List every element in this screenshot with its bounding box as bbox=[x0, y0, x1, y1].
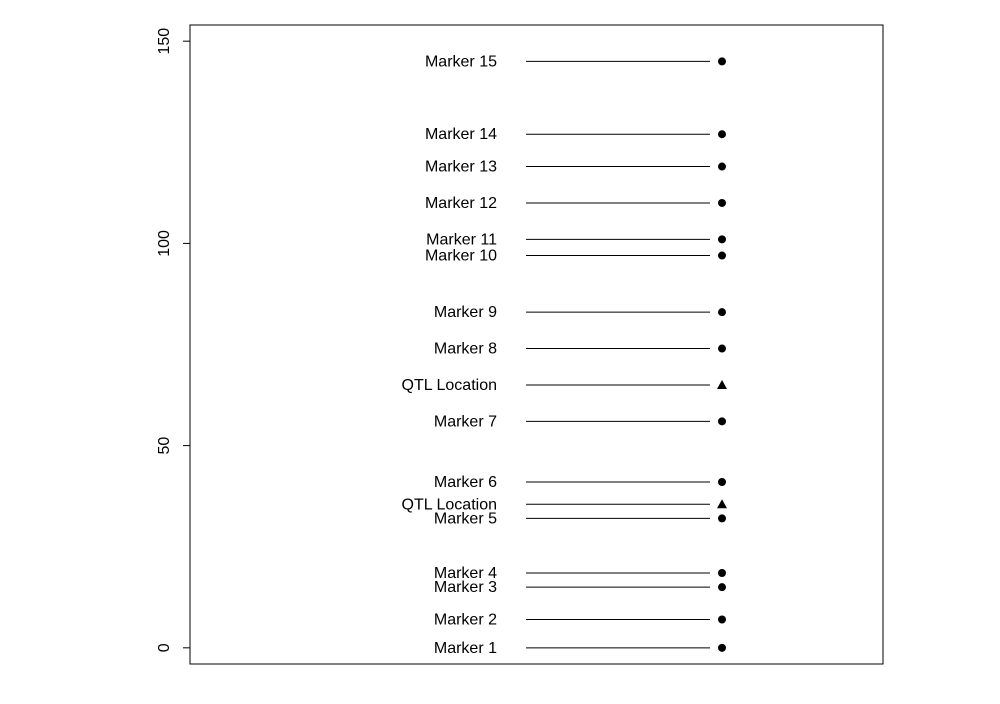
circle-icon bbox=[718, 514, 726, 522]
qtl-label: QTL Location bbox=[402, 377, 497, 394]
circle-icon bbox=[718, 616, 726, 624]
marker-label: Marker 13 bbox=[425, 159, 497, 176]
triangle-icon bbox=[717, 499, 727, 508]
y-tick-label: 50 bbox=[156, 437, 173, 455]
circle-icon bbox=[718, 308, 726, 316]
marker-label: Marker 10 bbox=[425, 248, 497, 265]
y-tick-label: 0 bbox=[156, 643, 173, 652]
marker-label: Marker 1 bbox=[434, 640, 497, 657]
qtl-label: QTL Location bbox=[402, 496, 497, 513]
marker-label: Marker 8 bbox=[434, 341, 497, 358]
marker-label: Marker 4 bbox=[434, 565, 497, 582]
circle-icon bbox=[718, 478, 726, 486]
circle-icon bbox=[718, 345, 726, 353]
circle-icon bbox=[718, 130, 726, 138]
marker-label: Marker 15 bbox=[425, 53, 497, 70]
marker-label: Marker 14 bbox=[425, 126, 497, 143]
triangle-icon bbox=[717, 380, 727, 389]
circle-icon bbox=[718, 644, 726, 652]
circle-icon bbox=[718, 57, 726, 65]
plot-box bbox=[190, 25, 883, 664]
circle-icon bbox=[718, 199, 726, 207]
marker-map-chart: 050100150 Marker 1Marker 2Marker 3Marker… bbox=[0, 0, 1000, 704]
circle-icon bbox=[718, 569, 726, 577]
y-tick-label: 150 bbox=[156, 28, 173, 55]
circle-icon bbox=[718, 252, 726, 260]
marker-label: Marker 6 bbox=[434, 474, 497, 491]
circle-icon bbox=[718, 583, 726, 591]
y-tick-label: 100 bbox=[156, 230, 173, 257]
marker-label: Marker 9 bbox=[434, 304, 497, 321]
marker-label: Marker 11 bbox=[426, 231, 497, 248]
circle-icon bbox=[718, 163, 726, 171]
marker-label: Marker 12 bbox=[425, 195, 497, 212]
marker-label: Marker 2 bbox=[434, 612, 497, 629]
circle-icon bbox=[718, 417, 726, 425]
marker-label: Marker 7 bbox=[434, 413, 497, 430]
circle-icon bbox=[718, 235, 726, 243]
